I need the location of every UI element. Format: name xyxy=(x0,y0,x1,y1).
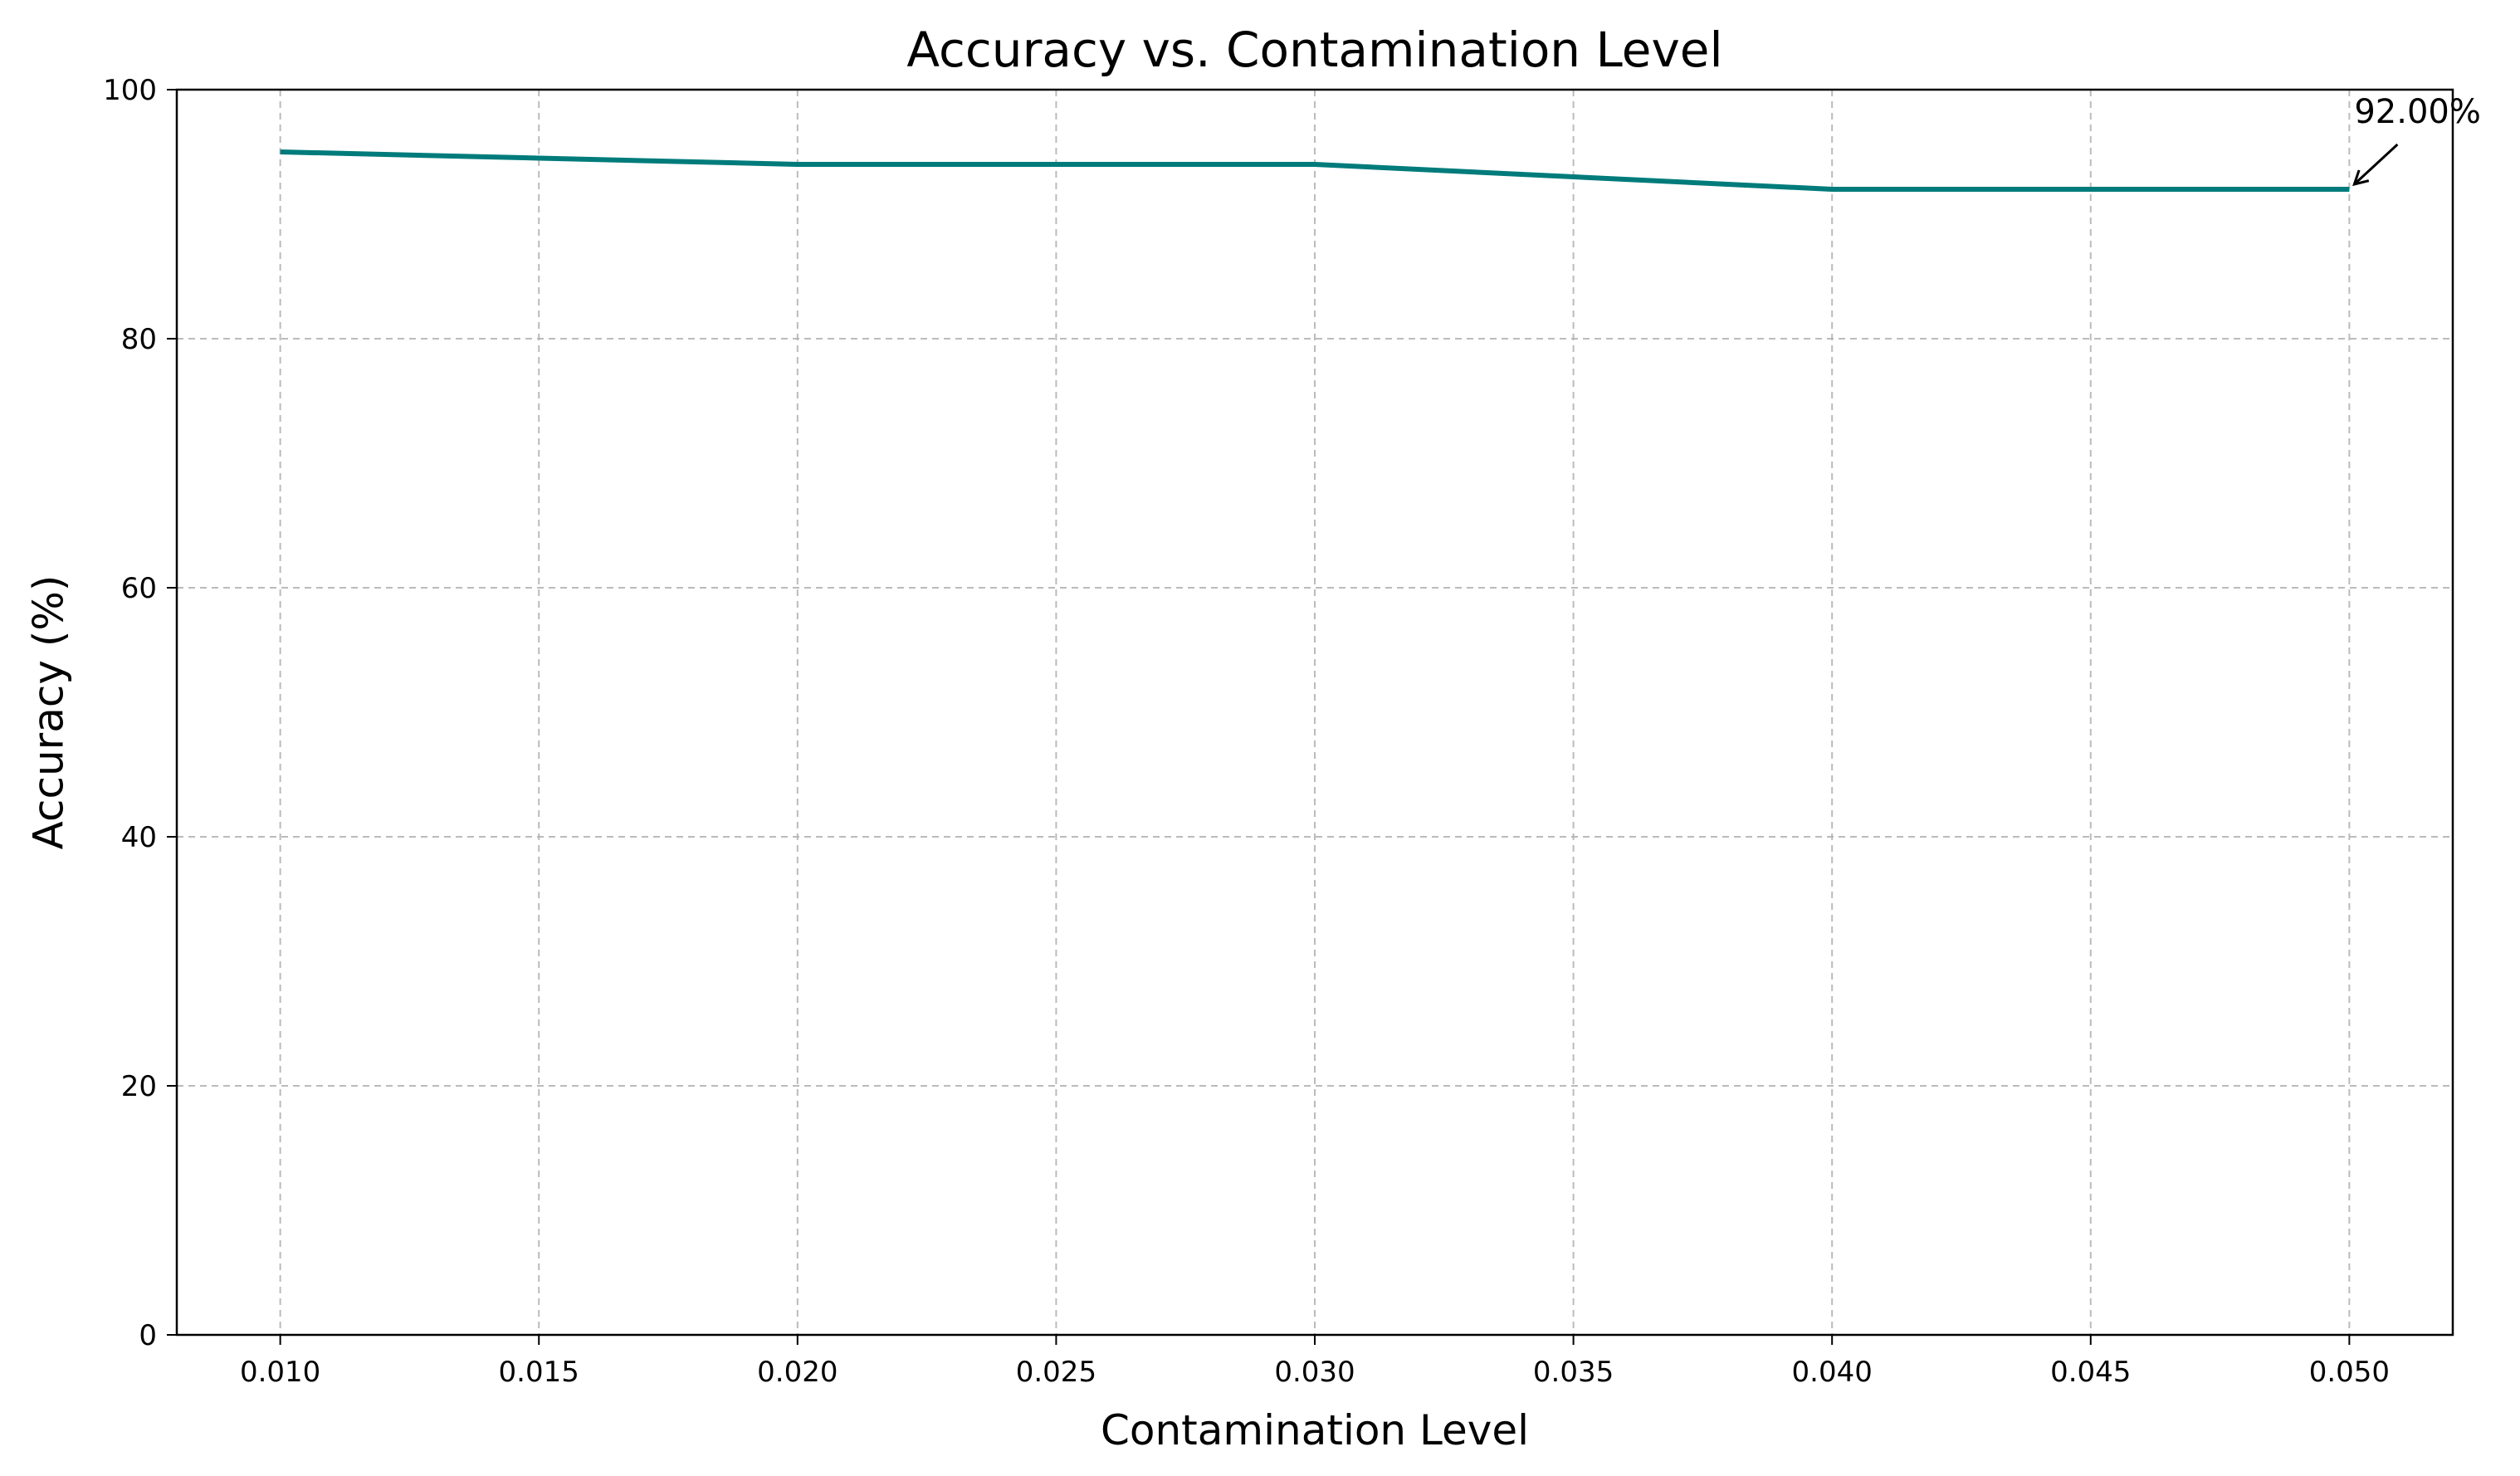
annotation-arrow-head xyxy=(2352,169,2370,187)
y-tick-label: 20 xyxy=(121,1070,157,1103)
x-tick-label: 0.040 xyxy=(1792,1356,1873,1389)
x-axis-ticks: 0.010 0.015 0.020 0.025 0.030 0.035 0.040 0.045… xyxy=(240,1335,2390,1389)
x-tick-label: 0.020 xyxy=(757,1356,838,1389)
series-line xyxy=(280,149,2350,192)
y-tick-label: 100 xyxy=(103,74,157,107)
x-axis-label: Contamination Level xyxy=(1101,1406,1529,1454)
x-tick-label: 0.015 xyxy=(499,1356,579,1389)
x-tick-label: 0.050 xyxy=(2309,1356,2390,1389)
annotation-label: 92.00% xyxy=(2354,93,2481,131)
y-tick-label: 60 xyxy=(121,572,157,605)
x-tick-label: 0.010 xyxy=(240,1356,320,1389)
x-tick-label: 0.045 xyxy=(2050,1356,2131,1389)
grid xyxy=(177,90,2453,1335)
annotations: 92.00% xyxy=(2352,93,2481,187)
annotation-arrow-shaft xyxy=(2353,143,2399,186)
chart-title: Accuracy vs. Contamination Level xyxy=(906,22,1722,78)
y-axis-ticks: 0 20 40 60 80 100 xyxy=(103,74,177,1352)
x-tick-label: 0.030 xyxy=(1274,1356,1355,1389)
y-tick-label: 80 xyxy=(121,323,157,356)
y-tick-label: 40 xyxy=(121,821,157,854)
x-tick-label: 0.025 xyxy=(1016,1356,1096,1389)
x-tick-label: 0.035 xyxy=(1533,1356,1614,1389)
series-layer xyxy=(280,149,2350,192)
y-tick-label: 0 xyxy=(139,1319,157,1352)
y-axis-label: Accuracy (%) xyxy=(25,575,73,850)
